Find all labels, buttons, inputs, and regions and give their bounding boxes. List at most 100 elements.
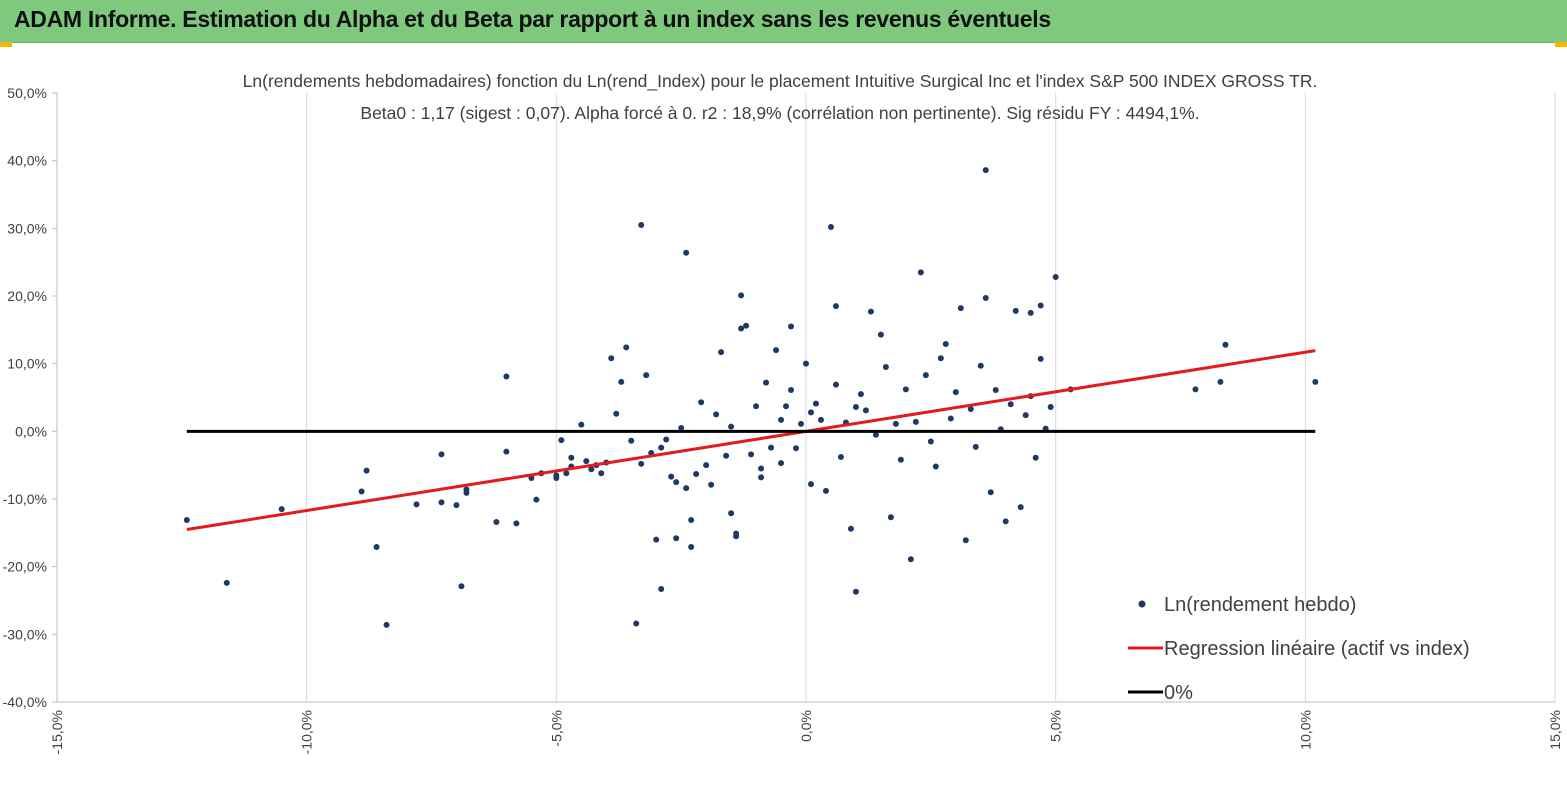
scatter-point bbox=[713, 411, 720, 418]
scatter-point bbox=[798, 420, 805, 427]
scatter-point bbox=[1222, 341, 1229, 348]
scatter-point bbox=[788, 323, 795, 330]
corner-marker-right bbox=[1555, 42, 1567, 47]
scatter-point bbox=[1192, 386, 1199, 393]
y-tick-label: -40,0% bbox=[3, 694, 47, 710]
scatter-point bbox=[638, 460, 645, 467]
scatter-point bbox=[583, 458, 590, 465]
scatter-point bbox=[867, 308, 874, 315]
scatter-point bbox=[598, 470, 605, 477]
scatter-point bbox=[618, 378, 625, 385]
scatter-point bbox=[613, 410, 620, 417]
scatter-point bbox=[992, 387, 999, 394]
scatter-point bbox=[942, 341, 949, 348]
scatter-point bbox=[513, 520, 520, 527]
scatter-point bbox=[723, 452, 730, 459]
banner-title: ADAM Informe. Estimation du Alpha et du … bbox=[14, 6, 1051, 32]
scatter-point bbox=[962, 537, 969, 544]
y-tick-label: 40,0% bbox=[7, 153, 47, 169]
scatter-point bbox=[862, 407, 869, 414]
scatter-point bbox=[887, 514, 894, 521]
scatter-point bbox=[778, 460, 785, 467]
scatter-point bbox=[658, 585, 665, 592]
scatter-point bbox=[872, 431, 879, 438]
scatter-point bbox=[793, 445, 800, 452]
series-layer bbox=[183, 167, 1319, 628]
scatter-point bbox=[912, 418, 919, 425]
y-tick-label: 0,0% bbox=[15, 423, 47, 439]
x-tick-label: -5,0% bbox=[548, 710, 564, 747]
scatter-point bbox=[658, 444, 665, 451]
scatter-point bbox=[817, 416, 824, 423]
scatter-point bbox=[827, 223, 834, 230]
scatter-point bbox=[383, 621, 390, 628]
scatter-point bbox=[847, 525, 854, 532]
scatter-point bbox=[693, 470, 700, 477]
scatter-point bbox=[588, 466, 595, 473]
scatter-point bbox=[937, 355, 944, 362]
scatter-point bbox=[1052, 274, 1059, 281]
scatter-point bbox=[972, 443, 979, 450]
scatter-point bbox=[822, 487, 829, 494]
scatter-point bbox=[743, 322, 750, 329]
scatter-point bbox=[1037, 355, 1044, 362]
scatter-point bbox=[438, 451, 445, 458]
scatter-point bbox=[553, 472, 560, 479]
scatter-point bbox=[812, 400, 819, 407]
scatter-point bbox=[987, 489, 994, 496]
scatter-point bbox=[982, 167, 989, 174]
scatter-point bbox=[857, 391, 864, 398]
scatter-point bbox=[957, 305, 964, 312]
scatter-point bbox=[623, 344, 630, 351]
legend-marker-points bbox=[1138, 600, 1146, 608]
scatter-point bbox=[458, 583, 465, 590]
x-tick-label: -15,0% bbox=[49, 710, 65, 754]
y-tick-label: -20,0% bbox=[3, 559, 47, 575]
scatter-point bbox=[932, 463, 939, 470]
y-tick-labels: 50,0% 40,0% 30,0% 20,0% 10,0% 0,0% -10,0% -20,0… bbox=[3, 85, 47, 710]
scatter-point bbox=[927, 438, 934, 445]
scatter-point bbox=[653, 536, 660, 543]
scatter-point bbox=[578, 421, 585, 428]
scatter-point bbox=[463, 489, 470, 496]
scatter-point bbox=[643, 372, 650, 379]
scatter-point bbox=[803, 360, 809, 367]
corner-marker-left bbox=[0, 42, 12, 47]
scatter-point bbox=[183, 516, 190, 523]
y-tick-label: 20,0% bbox=[7, 288, 47, 304]
scatter-point bbox=[778, 416, 785, 423]
scatter-point bbox=[708, 481, 715, 488]
scatter-point bbox=[673, 479, 680, 486]
scatter-point bbox=[1037, 302, 1044, 309]
scatter-point bbox=[678, 424, 685, 431]
scatter-point bbox=[698, 399, 705, 406]
scatter-point bbox=[902, 386, 909, 393]
y-tick-label: 50,0% bbox=[7, 85, 47, 101]
scatter-point bbox=[673, 535, 680, 542]
scatter-point bbox=[503, 448, 510, 455]
scatter-point bbox=[977, 362, 984, 369]
legend-label: Ln(rendement hebdo) bbox=[1164, 594, 1356, 616]
scatter-point bbox=[688, 544, 695, 551]
grid-lines bbox=[56, 93, 1556, 702]
scatter-point bbox=[738, 325, 745, 332]
scatter-point bbox=[832, 381, 839, 388]
chart-subtitle: Beta0 : 1,17 (sigest : 0,07). Alpha forc… bbox=[360, 103, 1199, 123]
scatter-point bbox=[1027, 309, 1034, 316]
scatter-point bbox=[758, 465, 765, 472]
scatter-point bbox=[563, 470, 570, 477]
scatter-point bbox=[773, 347, 780, 354]
scatter-point bbox=[278, 506, 285, 513]
scatter-point bbox=[688, 516, 695, 523]
scatter-point bbox=[373, 544, 380, 551]
regression-line bbox=[186, 349, 1316, 531]
scatter-point bbox=[1007, 401, 1014, 408]
chart-title: Ln(rendements hebdomadaires) fonction du… bbox=[243, 71, 1318, 92]
scatter-point bbox=[922, 372, 929, 379]
scatter-point bbox=[683, 249, 690, 256]
scatter-point bbox=[558, 437, 565, 444]
scatter-point bbox=[533, 496, 540, 503]
scatter-point bbox=[1217, 378, 1224, 385]
x-tick-labels: -15,0% -10,0% -5,0% 0,0% 5,0% 10,0% 15,0% bbox=[49, 710, 1563, 754]
y-tick-label: 10,0% bbox=[7, 356, 47, 372]
